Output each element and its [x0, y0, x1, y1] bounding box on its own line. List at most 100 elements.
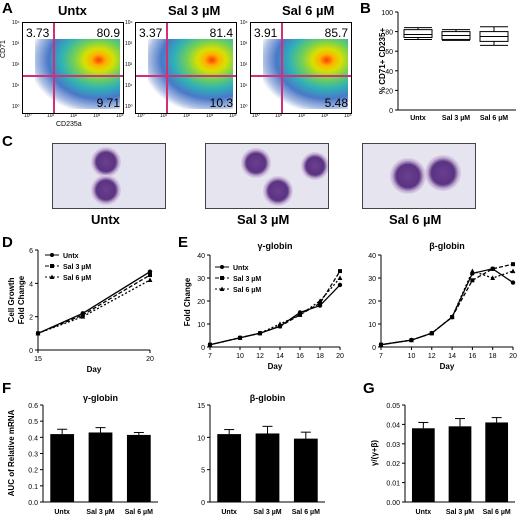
gate-line-vertical [53, 23, 55, 113]
growth-chart-legend-label: Sal 6 µM [63, 275, 91, 282]
beta-auc-chart-ytick-label: 0 [201, 500, 205, 507]
flow-density-cloud [263, 39, 348, 110]
gamma-line-chart-series-line [209, 277, 341, 346]
box-chart-ytick-label: 80 [385, 30, 393, 37]
flow-title-sal3: Sal 3 µM [168, 3, 221, 18]
box-chart-ytick-label: 20 [385, 88, 393, 95]
gamma-auc-chart-title: γ-globin [83, 393, 118, 403]
growth-chart-point [147, 269, 153, 274]
growth-chart-ytick-label: 6 [29, 248, 33, 255]
flow-xtick-label: 10⁰ [252, 113, 260, 119]
gamma-auc-chart-ytick-label: 0.2 [28, 468, 38, 475]
beta-line-chart-series-line [380, 268, 514, 346]
beta-auc-chart-bar [217, 434, 242, 502]
growth-chart-legend-marker [49, 274, 55, 279]
panel-label-g: G [363, 380, 375, 397]
flow-xtick-label: 10³ [206, 113, 214, 119]
ratio-chart-bar [411, 428, 435, 502]
gamma-line-chart-title: γ-globin [258, 241, 293, 251]
beta-line-chart-ytick-label: 40 [368, 253, 376, 260]
gamma-auc-chart-category-label: Sal 3 µM [86, 509, 114, 516]
gamma-line-chart-legend-label: Sal 6 µM [233, 287, 261, 294]
gamma-line-chart-legend-label: Sal 3 µM [233, 276, 261, 283]
beta-line-chart-xlabel: Day [440, 362, 455, 371]
erythroblast-cell [241, 148, 271, 178]
beta-auc-chart-category-label: Sal 6 µM [292, 509, 320, 516]
gamma-auc-chart-ytick-label: 0.0 [28, 500, 38, 507]
flow-xtick-label: 10² [298, 113, 306, 119]
flow-density-cloud [148, 39, 233, 110]
gamma-line-chart-legend-label: Untx [233, 265, 249, 272]
gamma-line-chart-xtick-label: 7 [208, 353, 212, 360]
cytospin-image-sal6 [362, 143, 476, 209]
gamma-auc-chart-category-label: Sal 6 µM [125, 509, 153, 516]
quadrant-upper-left: 3.37 [139, 26, 163, 40]
gamma-auc-chart-ytick-label: 0.4 [28, 435, 38, 442]
beta-line-chart-point [449, 314, 455, 320]
gamma-line-chart-point [207, 342, 213, 347]
growth-chart-series-line [37, 271, 151, 334]
flow-ytick-label: 10¹ [240, 83, 248, 89]
panel-label-c: C [2, 133, 13, 150]
beta-auc-chart-ytick-label: 10 [197, 435, 205, 442]
flow-title-untx: Untx [58, 3, 87, 18]
cytospin-label-sal6: Sal 6 µM [389, 212, 442, 227]
beta-line-chart-xtick-label: 18 [489, 353, 497, 360]
gate-line-vertical [166, 23, 168, 113]
growth-chart-xtick-label: 20 [146, 356, 154, 363]
beta-line-chart-series-line [380, 270, 514, 346]
growth-chart-point [148, 273, 152, 277]
panel-label-a: A [2, 0, 13, 17]
gamma-line-chart-xtick-label: 20 [336, 353, 344, 360]
beta-line-chart-xtick-label: 20 [509, 353, 517, 360]
beta-line-chart-point [470, 278, 475, 283]
ratio-chart-category-label: Sal 3 µM [446, 509, 474, 516]
cytospin-label-untx: Untx [91, 212, 120, 227]
beta-line-chart-point [511, 262, 515, 267]
flow-xlabel: CD235a [56, 121, 82, 128]
flow-xtick-label: 10⁰ [24, 113, 32, 119]
quadrant-upper-left: 3.73 [26, 26, 50, 40]
panel-label-d: D [2, 234, 13, 251]
beta-auc-chart-bar [293, 438, 318, 502]
beta-line-chart-ytick-label: 10 [368, 322, 376, 329]
ratio-chart-ytick-label: 0.00 [386, 500, 400, 507]
beta-line-chart-point [510, 280, 516, 285]
gamma-auc-chart-ylabel: AUC of Relative mRNA [7, 409, 16, 496]
flow-xtick-label: 10³ [321, 113, 329, 119]
quadrant-lower-right: 10.3 [209, 96, 233, 110]
gamma-line-chart-point [297, 312, 303, 317]
quadrant-upper-right: 81.4 [209, 26, 233, 40]
beta-line-chart-point [490, 275, 496, 280]
flow-ytick-label: 10⁰ [125, 104, 133, 110]
beta-line-chart-point [429, 330, 435, 336]
beta-line-chart-point [510, 268, 516, 274]
growth-chart-point [35, 330, 41, 336]
box-chart-ytick-label: 100 [381, 10, 393, 17]
gamma-auc-chart-bar [88, 432, 113, 502]
growth-chart-point [80, 314, 86, 319]
ratio-chart-ytick-label: 0.03 [386, 442, 400, 449]
flow-xtick-label: 10⁴ [344, 113, 352, 119]
gamma-line-chart-point [237, 335, 243, 340]
flow-xtick-label: 10⁴ [229, 113, 237, 119]
gamma-line-chart-xtick-label: 16 [296, 353, 304, 360]
flow-ytick-label: 10⁴ [240, 20, 248, 26]
ratio-chart-bar [485, 422, 509, 502]
gamma-line-chart-legend-marker [220, 276, 224, 280]
growth-chart-ylabel-2: Fold Change [17, 275, 26, 324]
gamma-line-chart-xtick-label: 10 [236, 353, 244, 360]
quadrant-upper-left: 3.91 [254, 26, 278, 40]
gamma-line-chart-point [277, 321, 283, 326]
beta-auc-chart-category-label: Untx [221, 509, 237, 516]
flow-density-cloud [35, 39, 120, 110]
erythroblast-cell [301, 152, 328, 180]
gamma-line-chart-xtick-label: 18 [316, 353, 324, 360]
gamma-line-chart-point [338, 269, 342, 274]
ratio-chart-ytick-label: 0.04 [386, 422, 400, 429]
gamma-line-chart-point [257, 330, 263, 336]
flow-title-sal6: Sal 6 µM [282, 3, 335, 18]
ratio-chart-ytick-label: 0.01 [386, 481, 400, 488]
gamma-auc-chart-ytick-label: 0.3 [28, 452, 38, 459]
